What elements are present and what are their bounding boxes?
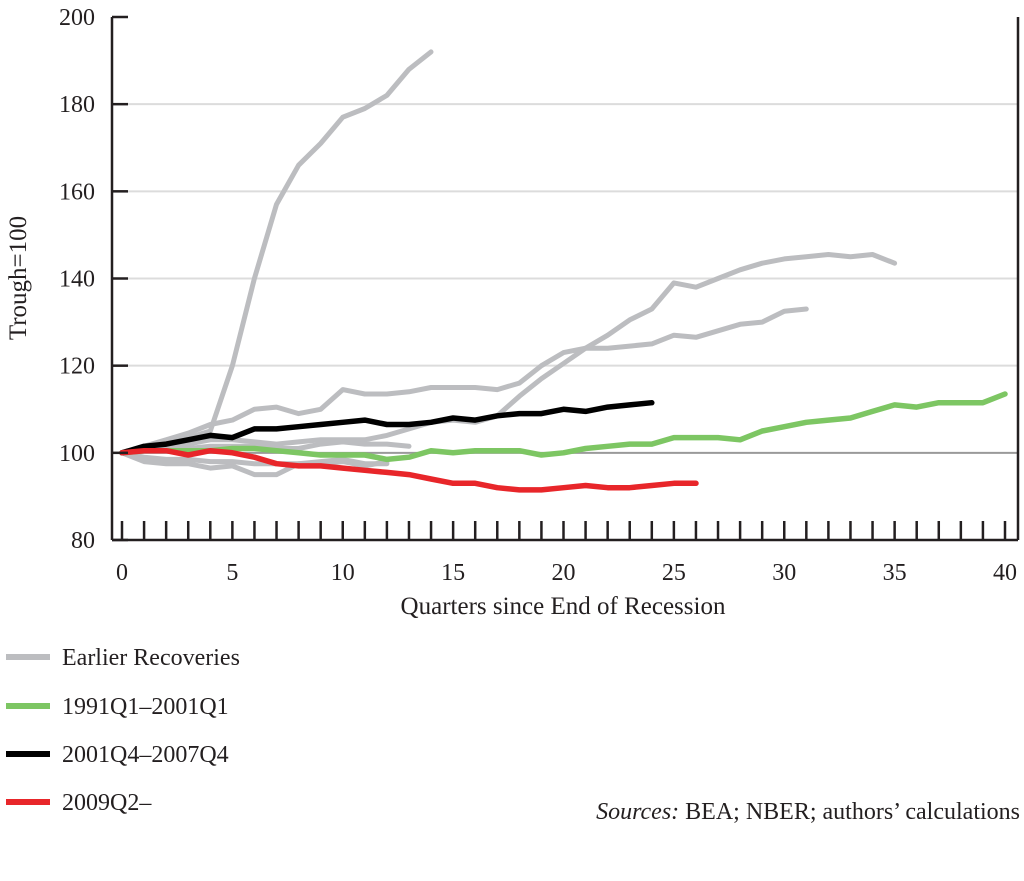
source-label: Sources: [596,799,679,825]
x-tick-label: 20 [552,560,576,586]
y-tick-label: 140 [59,267,95,293]
x-tick-label: 25 [662,560,686,586]
legend-label: Earlier Recoveries [62,645,240,671]
x-tick-label: 5 [226,560,238,586]
y-tick-label: 160 [59,179,95,205]
source-text: BEA; NBER; authors’ calculations [679,799,1020,825]
series-earlier-recovery-2 [119,252,898,456]
legend-item: 2009Q2– [6,790,152,816]
y-tick-label: 100 [59,441,95,467]
legend: Earlier Recoveries 1991Q1–2001Q1 2001Q4–20… [6,645,240,816]
series-2009q2- [119,447,699,493]
series-earlier-recovery-3 [119,306,809,456]
x-tick-label: 30 [772,560,796,586]
x-tick-label: 35 [883,560,907,586]
x-tick-label: 40 [993,560,1017,586]
x-axis-title: Quarters since End of Recession [401,593,726,620]
legend-label: 2009Q2– [62,790,152,816]
y-axis-title: Trough=100 [5,216,32,340]
series-1991q1-2001q1 [119,391,1008,463]
legend-label: 2001Q4–2007Q4 [62,742,229,768]
x-tick-label: 10 [331,560,355,586]
series-earlier-recovery-6 [119,450,390,469]
y-tick-label: 120 [59,354,95,380]
source-note: Sources: BEA; NBER; authors’ calculation… [596,799,1020,825]
gridlines [112,103,1018,454]
legend-label: 1991Q1–2001Q1 [62,694,229,720]
y-tick-label: 200 [59,5,95,31]
x-tick-label: 15 [441,560,465,586]
series-lines [119,49,1008,493]
x-tick-label: 0 [116,560,128,586]
legend-item: 2001Q4–2007Q4 [6,742,229,768]
axes: 80 100 120 140 160 180 200 0 5 10 15 20 25 30 35 40 [59,5,1020,586]
legend-item: 1991Q1–2001Q1 [6,694,229,720]
y-tick-label: 180 [59,92,95,118]
y-tick-label: 80 [71,528,95,554]
legend-item: Earlier Recoveries [6,645,240,671]
series-2001q4-2007q4 [119,399,655,456]
